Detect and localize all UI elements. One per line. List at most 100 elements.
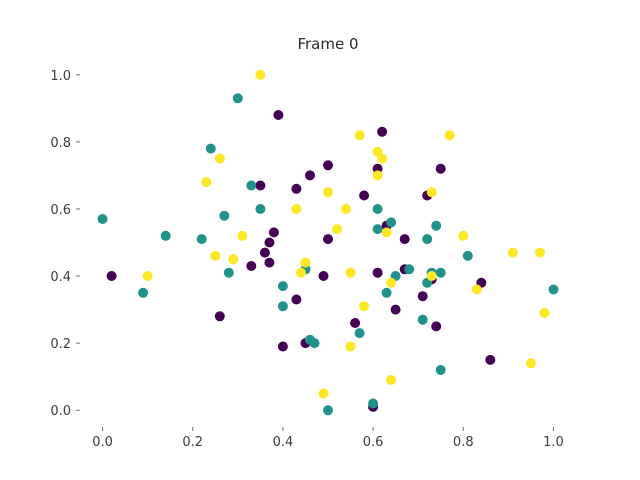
data-point-series-2 xyxy=(160,230,171,241)
data-point-series-3 xyxy=(359,301,370,312)
data-point-series-3 xyxy=(539,307,550,318)
y-tick-label: 0.0 xyxy=(50,404,71,419)
data-point-series-3 xyxy=(318,388,329,399)
data-point-series-3 xyxy=(323,187,333,198)
data-point-series-2 xyxy=(232,93,243,104)
data-point-series-3 xyxy=(354,130,365,141)
y-axis: 0.0 0.2 0.4 0.6 0.8 1.0 xyxy=(50,69,80,419)
x-tick-label: 0.0 xyxy=(92,435,113,450)
data-point-series-3 xyxy=(426,187,437,198)
data-point-series-1 xyxy=(323,234,333,245)
data-point-series-2 xyxy=(417,314,428,325)
data-point-series-1 xyxy=(246,261,257,271)
data-point-series-2 xyxy=(462,250,473,261)
data-point-series-2 xyxy=(354,328,365,339)
y-tick-label: 0.2 xyxy=(50,337,71,352)
data-point-series-1 xyxy=(431,321,442,332)
x-tick-label: 0.6 xyxy=(363,435,384,450)
data-point-series-2 xyxy=(368,398,379,409)
data-point-series-1 xyxy=(377,126,388,137)
x-tick-label: 1.0 xyxy=(543,435,564,450)
data-point-series-3 xyxy=(471,284,482,295)
data-point-series-2 xyxy=(196,234,207,245)
data-point-series-3 xyxy=(372,170,383,181)
data-point-series-2 xyxy=(97,214,108,224)
y-tick-label: 0.8 xyxy=(50,136,71,151)
data-point-series-3 xyxy=(214,153,225,164)
data-point-series-1 xyxy=(305,170,315,181)
x-tick-label: 0.4 xyxy=(273,435,294,450)
data-point-series-2 xyxy=(277,301,288,312)
data-point-series-1 xyxy=(214,311,225,322)
data-point-series-1 xyxy=(277,341,288,352)
x-tick-label: 0.2 xyxy=(182,435,203,450)
data-point-series-3 xyxy=(534,247,545,258)
data-point-series-2 xyxy=(323,405,333,416)
data-point-series-2 xyxy=(431,220,442,231)
data-point-series-2 xyxy=(435,267,446,278)
data-point-series-1 xyxy=(399,234,410,245)
data-point-series-2 xyxy=(372,224,383,235)
data-point-series-2 xyxy=(138,287,149,298)
data-point-series-1 xyxy=(291,183,302,194)
data-point-series-1 xyxy=(264,257,275,268)
data-point-series-1 xyxy=(291,294,302,305)
data-point-series-1 xyxy=(106,271,117,281)
data-point-series-2 xyxy=(255,204,266,214)
data-point-series-3 xyxy=(341,204,351,214)
data-point-series-3 xyxy=(300,257,311,268)
data-point-series-1 xyxy=(372,267,383,278)
data-point-series-1 xyxy=(318,271,329,281)
data-point-series-2 xyxy=(219,210,230,221)
data-point-series-3 xyxy=(228,254,239,265)
data-point-series-3 xyxy=(332,224,342,235)
data-point-series-3 xyxy=(291,204,302,214)
data-point-series-3 xyxy=(142,271,153,281)
data-point-series-3 xyxy=(386,375,397,385)
data-point-series-1 xyxy=(417,291,428,302)
data-point-series-3 xyxy=(237,230,248,241)
data-point-series-2 xyxy=(246,180,257,191)
chart-title: Frame 0 xyxy=(297,35,358,53)
data-point-series-3 xyxy=(255,69,266,80)
data-point-series-3 xyxy=(201,177,212,188)
x-tick-label: 0.8 xyxy=(453,435,474,450)
data-point-series-3 xyxy=(507,247,518,258)
data-point-series-3 xyxy=(295,267,306,278)
y-tick-label: 0.4 xyxy=(50,270,71,285)
data-point-series-2 xyxy=(435,365,446,375)
data-point-series-2 xyxy=(381,287,392,298)
data-point-series-1 xyxy=(268,227,279,238)
data-point-series-3 xyxy=(381,227,392,238)
data-point-series-2 xyxy=(386,217,397,228)
data-point-series-3 xyxy=(210,250,221,261)
data-point-series-3 xyxy=(525,358,536,369)
data-point-series-1 xyxy=(259,247,270,258)
data-point-series-2 xyxy=(277,281,288,292)
data-point-series-1 xyxy=(390,304,401,315)
data-point-series-2 xyxy=(223,267,234,278)
data-point-series-2 xyxy=(422,234,433,245)
data-point-series-3 xyxy=(386,277,397,288)
data-point-series-1 xyxy=(264,237,275,248)
data-point-series-1 xyxy=(323,160,333,171)
data-point-series-3 xyxy=(345,341,356,352)
data-point-series-3 xyxy=(426,271,437,281)
data-point-series-2 xyxy=(404,264,415,275)
data-point-series-2 xyxy=(309,338,320,349)
data-point-series-2 xyxy=(548,284,559,295)
data-point-series-1 xyxy=(435,163,446,174)
y-tick-label: 0.6 xyxy=(50,203,71,218)
data-point-series-3 xyxy=(444,130,455,141)
data-point-series-1 xyxy=(350,318,361,328)
data-point-series-2 xyxy=(205,143,216,154)
data-point-series-1 xyxy=(485,354,496,365)
data-point-series-1 xyxy=(255,180,266,191)
data-points xyxy=(97,69,559,416)
y-tick-label: 1.0 xyxy=(50,69,71,84)
data-point-series-1 xyxy=(359,190,370,201)
data-point-series-2 xyxy=(372,204,383,214)
data-point-series-3 xyxy=(458,230,469,241)
